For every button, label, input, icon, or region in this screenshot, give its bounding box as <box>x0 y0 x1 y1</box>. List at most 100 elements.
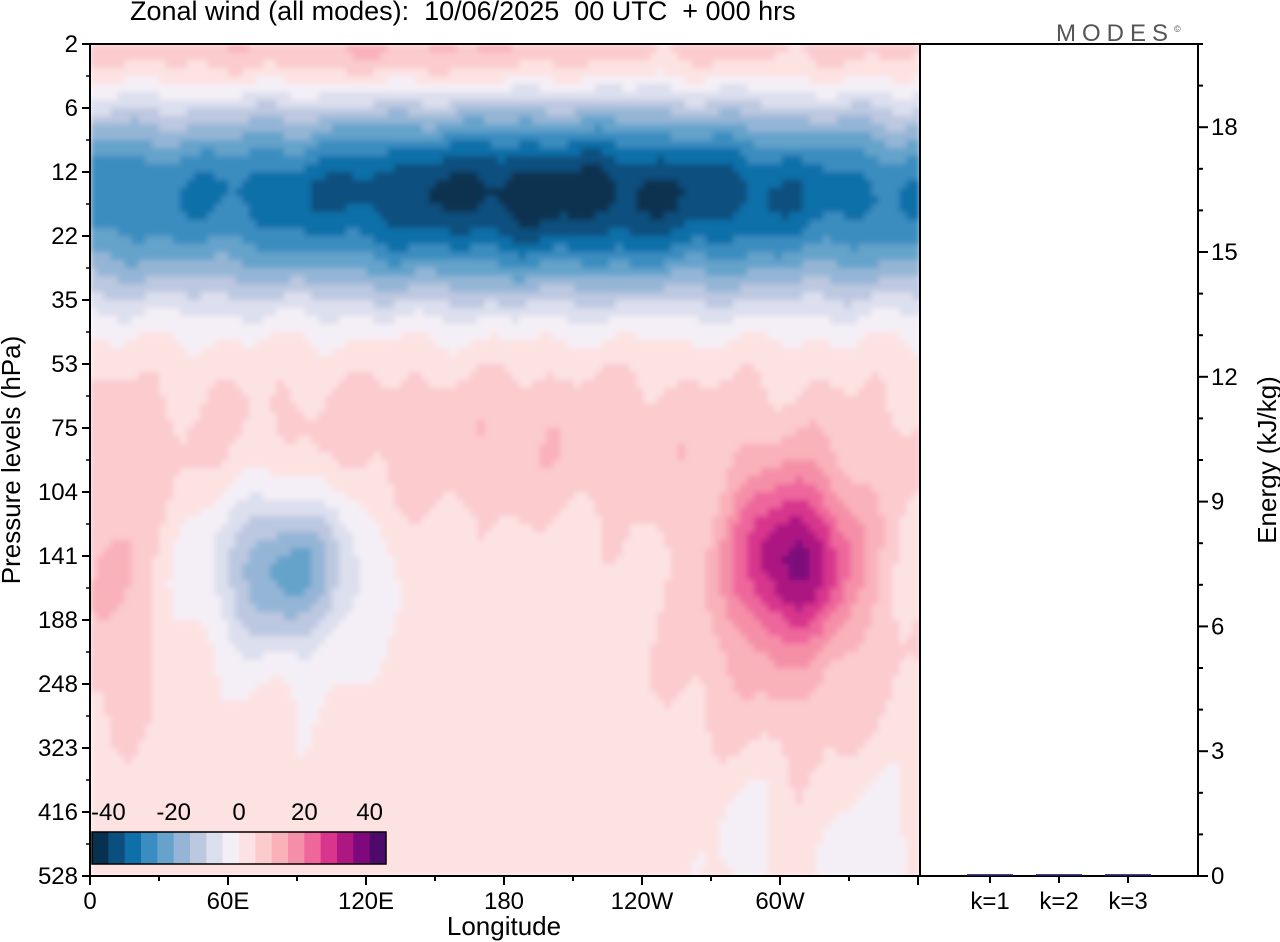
heatmap-cell <box>290 236 299 245</box>
heatmap-cell <box>636 148 644 157</box>
heatmap-cell <box>788 156 797 165</box>
heatmap-cell <box>428 100 437 109</box>
heatmap-cell <box>684 284 693 293</box>
heatmap-cell <box>387 100 395 109</box>
heatmap-cell <box>345 308 354 317</box>
heatmap-cell <box>809 260 817 269</box>
heatmap-cell <box>290 84 299 93</box>
heatmap-cell <box>650 180 658 189</box>
heatmap-cell <box>318 204 326 213</box>
heatmap-cell <box>505 196 513 205</box>
heatmap-cell <box>249 164 257 173</box>
heatmap-cell <box>256 196 264 205</box>
heatmap-cell <box>601 188 610 197</box>
heatmap-cell <box>567 276 575 285</box>
heatmap-cell <box>712 140 721 149</box>
heatmap-cell <box>401 324 409 333</box>
heatmap-cell <box>103 276 112 285</box>
heatmap-cell <box>664 316 672 325</box>
heatmap-cell <box>442 60 451 69</box>
heatmap-cell <box>899 164 907 173</box>
heatmap-cell <box>283 332 292 341</box>
heatmap-cell <box>345 180 354 189</box>
heatmap-cell <box>823 108 831 117</box>
heatmap-cell <box>166 172 174 181</box>
heatmap-cell <box>581 196 589 205</box>
heatmap-cell <box>518 284 527 293</box>
heatmap-cell <box>145 84 153 93</box>
heatmap-cell <box>560 228 568 237</box>
heatmap-cell <box>871 124 880 133</box>
heatmap-cell <box>553 308 561 317</box>
heatmap-cell <box>601 84 610 93</box>
heatmap-cell <box>186 284 195 293</box>
heatmap-cell <box>166 228 174 237</box>
heatmap-cell <box>553 348 561 357</box>
heatmap-cell <box>553 164 561 173</box>
heatmap-cell <box>498 116 506 125</box>
heatmap-cell <box>262 324 271 333</box>
heatmap-cell <box>546 332 555 341</box>
heatmap-cell <box>615 244 624 253</box>
heatmap-cell <box>477 268 485 277</box>
heatmap-cell <box>228 284 236 293</box>
heatmap-cell <box>733 68 741 77</box>
heatmap-cell <box>830 140 838 149</box>
heatmap-cell <box>622 116 631 125</box>
heatmap-cell <box>110 316 119 325</box>
heatmap-cell <box>152 332 160 341</box>
heatmap-cell <box>684 92 693 101</box>
heatmap-cell <box>809 244 817 253</box>
heatmap-cell <box>601 132 610 141</box>
heatmap-cell <box>525 100 534 109</box>
heatmap-cell <box>622 188 631 197</box>
heatmap-cell <box>318 188 326 197</box>
heatmap-cell <box>103 356 112 365</box>
heatmap-cell <box>601 196 610 205</box>
heatmap-cell <box>262 212 271 221</box>
heatmap-cell <box>608 180 617 189</box>
heatmap-cell <box>249 140 257 149</box>
heatmap-cell <box>332 348 340 357</box>
heatmap-cell <box>594 292 603 301</box>
heatmap-cell <box>394 180 402 189</box>
heatmap-cell <box>110 132 119 141</box>
heatmap-cell <box>650 156 658 165</box>
heatmap-cell <box>325 332 333 341</box>
heatmap-cell <box>297 220 306 229</box>
heatmap-cell <box>546 156 555 165</box>
heatmap-cell <box>677 364 686 373</box>
heatmap-cell <box>117 244 126 253</box>
heatmap-cell <box>352 108 361 117</box>
heatmap-cell <box>442 348 451 357</box>
heatmap-cell <box>843 276 852 285</box>
heatmap-cell <box>145 100 153 109</box>
heatmap-cell <box>733 268 741 277</box>
heatmap-cell <box>837 276 845 285</box>
heatmap-cell <box>235 92 243 101</box>
heatmap-cell <box>242 316 250 325</box>
heatmap-cell <box>733 148 741 157</box>
heatmap-cell <box>477 300 485 309</box>
heatmap-cell <box>449 348 458 357</box>
heatmap-cell <box>435 228 444 237</box>
heatmap-cell <box>96 372 105 381</box>
heatmap-cell <box>899 252 907 261</box>
heatmap-cell <box>553 212 561 221</box>
heatmap-cell <box>511 340 520 349</box>
heatmap-cell <box>601 164 610 173</box>
heatmap-cell <box>470 348 478 357</box>
heatmap-cell <box>740 52 748 61</box>
heatmap-cell <box>249 308 257 317</box>
heatmap-cell <box>850 276 859 285</box>
heatmap-cell <box>463 364 472 373</box>
heatmap-cell <box>754 292 762 301</box>
heatmap-cell <box>885 324 893 333</box>
heatmap-cell <box>546 140 555 149</box>
heatmap-cell <box>470 300 478 309</box>
heatmap-cell <box>871 44 880 53</box>
heatmap-cell <box>754 76 762 85</box>
heatmap-cell <box>532 132 541 141</box>
heatmap-cell <box>422 252 430 261</box>
heatmap-cell <box>871 164 880 173</box>
